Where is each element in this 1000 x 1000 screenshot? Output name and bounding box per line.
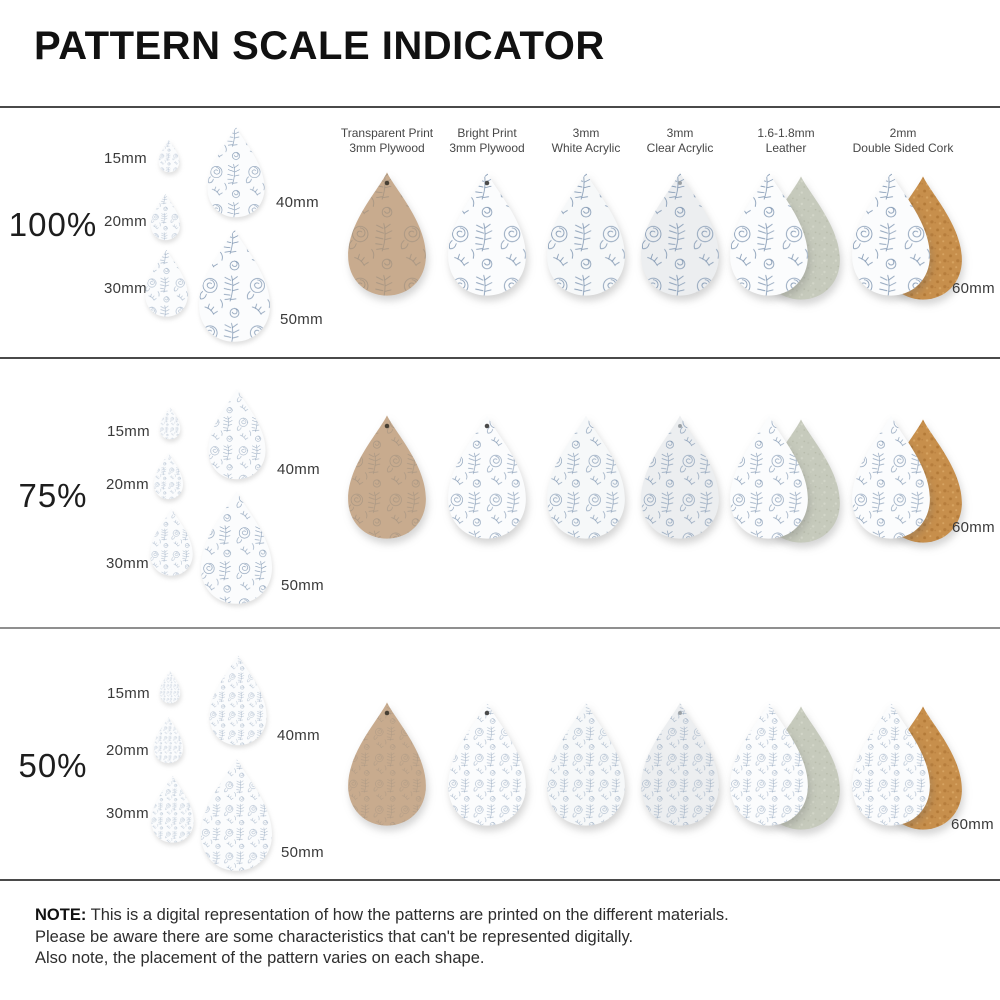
- size-label-20mm: 20mm: [104, 213, 147, 230]
- size-label-50mm: 50mm: [281, 577, 324, 594]
- teardrop-cork-front: [852, 702, 930, 826]
- teardrop-40mm: [209, 654, 267, 746]
- teardrop-clear-acrylic-100: [641, 172, 719, 296]
- teardrop-20mm: [153, 716, 184, 764]
- teardrop-50mm: [198, 229, 271, 342]
- size-label-60mm: 60mm: [952, 280, 995, 297]
- size-label-30mm: 30mm: [106, 555, 149, 572]
- size-label-40mm: 40mm: [276, 194, 319, 211]
- size-label-15mm: 15mm: [107, 685, 150, 702]
- teardrop-15mm: [158, 139, 180, 173]
- size-label-30mm: 30mm: [104, 280, 147, 297]
- size-label-60mm: 60mm: [951, 816, 994, 833]
- size-label-60mm: 60mm: [952, 519, 995, 536]
- teardrop-white-acrylic-75: [547, 415, 625, 539]
- material-header-clear-acrylic: 3mm Clear Acrylic: [605, 126, 755, 156]
- material-header-line2: Clear Acrylic: [646, 141, 714, 155]
- page-title: PATTERN SCALE INDICATOR: [34, 24, 605, 68]
- teardrop-transparent-plywood-100: [348, 172, 426, 296]
- teardrop-cork-front: [852, 415, 930, 539]
- row-100-percent-label: 100%: [8, 206, 98, 243]
- teardrop-bright-plywood-75: [448, 415, 526, 539]
- material-header-line1: 1.6-1.8mm: [757, 126, 815, 140]
- teardrop-30mm: [150, 508, 193, 576]
- note-text-3: Also note, the placement of the pattern …: [35, 949, 485, 967]
- size-label-15mm: 15mm: [104, 150, 147, 167]
- material-header-white-acrylic: 3mm White Acrylic: [511, 126, 661, 156]
- note-text-2: Please be aware there are some character…: [35, 927, 634, 946]
- size-label-50mm: 50mm: [281, 844, 324, 861]
- material-header-line1: 3mm: [666, 126, 694, 140]
- size-label-50mm: 50mm: [280, 311, 323, 328]
- teardrop-15mm: [159, 670, 181, 704]
- teardrop-pair-leather-75: [728, 413, 844, 547]
- material-header-cork: 2mm Double Sided Cork: [828, 126, 978, 156]
- note-label: NOTE:: [35, 906, 87, 924]
- teardrop-cork-front: [852, 172, 930, 296]
- teardrop-30mm: [151, 775, 194, 843]
- size-label-40mm: 40mm: [277, 727, 320, 744]
- teardrop-40mm: [207, 126, 265, 218]
- teardrop-20mm: [153, 452, 184, 500]
- teardrop-leather-front: [730, 415, 808, 539]
- teardrop-transparent-plywood-50: [348, 702, 426, 826]
- material-header-line1: 2mm: [889, 126, 917, 140]
- material-header-line2: Double Sided Cork: [852, 141, 954, 155]
- teardrop-pair-leather-100: [728, 170, 844, 304]
- divider-row1: [0, 357, 1000, 359]
- teardrop-white-acrylic-100: [547, 172, 625, 296]
- teardrop-40mm: [208, 388, 266, 480]
- size-label-15mm: 15mm: [107, 423, 150, 440]
- material-header-line2: 3mm Plywood: [349, 141, 425, 155]
- teardrop-15mm: [159, 406, 181, 440]
- row-75-percent-label: 75%: [18, 477, 88, 514]
- divider-row3: [0, 879, 1000, 881]
- material-header-line2: 3mm Plywood: [449, 141, 525, 155]
- size-label-40mm: 40mm: [277, 461, 320, 478]
- material-header-line2: White Acrylic: [551, 141, 621, 155]
- teardrop-50mm: [200, 491, 273, 604]
- material-header-line1: 3mm: [572, 126, 600, 140]
- teardrop-20mm: [150, 193, 181, 241]
- teardrop-pair-cork-100: [850, 170, 966, 304]
- material-header-transparent-plywood: Transparent Print 3mm Plywood: [312, 126, 462, 156]
- teardrop-bright-plywood-50: [448, 702, 526, 826]
- divider-header: [0, 106, 1000, 108]
- size-label-30mm: 30mm: [106, 805, 149, 822]
- material-header-line2: Leather: [765, 141, 807, 155]
- note-line-3: Also note, the placement of the pattern …: [35, 948, 729, 970]
- teardrop-pair-leather-50: [728, 700, 844, 834]
- note-block: NOTE: This is a digital representation o…: [35, 905, 729, 970]
- material-header-leather: 1.6-1.8mm Leather: [711, 126, 861, 156]
- teardrop-30mm: [145, 249, 188, 317]
- teardrop-pair-cork-50: [850, 700, 966, 834]
- teardrop-clear-acrylic-75: [641, 415, 719, 539]
- teardrop-50mm: [200, 758, 273, 871]
- teardrop-pair-cork-75: [850, 413, 966, 547]
- teardrop-transparent-plywood-75: [348, 415, 426, 539]
- material-header-bright-plywood: Bright Print 3mm Plywood: [412, 126, 562, 156]
- teardrop-white-acrylic-50: [547, 702, 625, 826]
- material-header-line1: Transparent Print: [340, 126, 434, 140]
- size-label-20mm: 20mm: [106, 476, 149, 493]
- note-text-1: This is a digital representation of how …: [90, 906, 729, 924]
- divider-row2: [0, 627, 1000, 629]
- teardrop-leather-front: [730, 172, 808, 296]
- teardrop-clear-acrylic-50: [641, 702, 719, 826]
- teardrop-bright-plywood-100: [448, 172, 526, 296]
- note-line-2: Please be aware there are some character…: [35, 927, 729, 949]
- size-label-20mm: 20mm: [106, 742, 149, 759]
- row-50-percent-label: 50%: [18, 747, 88, 784]
- teardrop-leather-front: [730, 702, 808, 826]
- note-line-1: NOTE: This is a digital representation o…: [35, 905, 729, 927]
- material-header-line1: Bright Print: [457, 126, 517, 140]
